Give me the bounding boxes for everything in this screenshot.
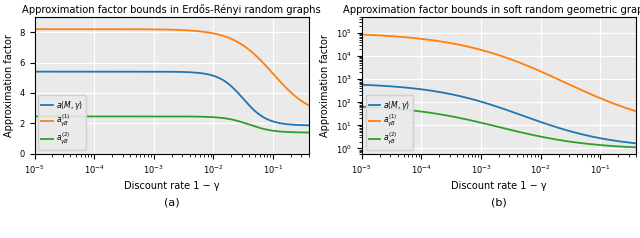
X-axis label: Discount rate 1 − γ: Discount rate 1 − γ xyxy=(451,181,547,191)
Text: (a): (a) xyxy=(164,197,179,207)
Text: (b): (b) xyxy=(491,197,507,207)
X-axis label: Discount rate 1 − γ: Discount rate 1 − γ xyxy=(124,181,220,191)
Y-axis label: Approximation factor: Approximation factor xyxy=(321,34,330,137)
Legend: $a(M, \gamma)$, $a_{\gamma B}^{(1)}$, $a_{\gamma B}^{(2)}$: $a(M, \gamma)$, $a_{\gamma B}^{(1)}$, $a… xyxy=(365,95,413,150)
Y-axis label: Approximation factor: Approximation factor xyxy=(4,34,14,137)
Title: Approximation factor bounds in Erdős-Rényi random graphs: Approximation factor bounds in Erdős-Rén… xyxy=(22,4,321,15)
Title: Approximation factor bounds in soft random geometric graphs: Approximation factor bounds in soft rand… xyxy=(343,5,640,15)
Legend: $a(M, \gamma)$, $a_{\gamma B}^{(1)}$, $a_{\gamma B}^{(2)}$: $a(M, \gamma)$, $a_{\gamma B}^{(1)}$, $a… xyxy=(38,95,86,150)
